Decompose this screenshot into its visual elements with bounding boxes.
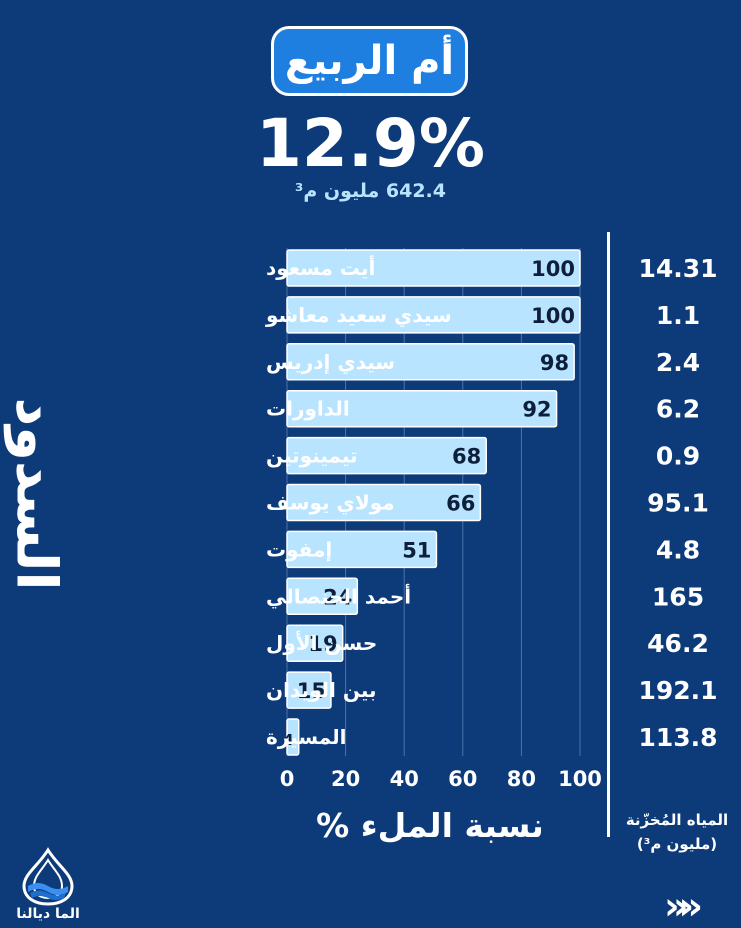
bar [286,671,332,709]
x-tick-label: 100 [558,767,602,791]
dam-name-label: حسن الأول [266,630,377,655]
stored-volume-value: 113.8 [638,723,717,752]
x-tick-label: 60 [448,767,477,791]
stored-volume-value: 95.1 [647,489,709,518]
x-tick-label: 0 [280,767,295,791]
dam-name-label: إمفوت [266,537,332,561]
x-axis-title: نسبة الملء % [316,806,544,845]
bar-value-label: 68 [452,445,481,469]
divider-line [607,232,610,837]
bar-value-label: 100 [531,257,575,281]
stored-volume-value: 14.31 [638,254,717,283]
bar [286,296,581,334]
stored-water-label: المياه المُخزّنة (مليون م³) [618,808,736,856]
stored-volume-value: 1.1 [656,301,700,330]
stored-volume-value: 46.2 [647,629,709,658]
dam-name-label: مولاي يوسف [266,491,395,516]
bar [286,530,438,569]
x-tick-label: 80 [507,767,536,791]
stored-volume-value: 192.1 [638,676,717,705]
double-chevron-icon: »» [664,884,703,928]
overall-volume: 642.4 مليون م³ [295,180,446,202]
stored-volume-value: 4.8 [656,535,700,564]
bar [286,483,482,522]
bar-value-label: 92 [522,398,551,422]
bar-value-label: 51 [402,538,431,562]
bar-value-label: 66 [446,492,475,516]
stored-volume-value: 6.2 [656,395,700,424]
bar-value-label: 24 [323,585,352,609]
stored-volume-value: 165 [652,582,704,611]
brand-name: الما ديالنا [16,906,80,922]
dam-name-label: المسيرة [266,725,347,749]
dam-name-label: أحمد الحنصالي [266,582,411,609]
bar-value-label: 19 [308,632,337,656]
stored-water-label-line1: المياه المُخزّنة [625,811,729,829]
stored-water-label-line2: (مليون م³) [636,835,718,853]
brand-logo: الما ديالنا [8,846,88,924]
bar [286,389,558,428]
dam-name-label: تيمينوتين [266,444,358,468]
water-drop-icon [22,847,74,906]
dam-name-label: سيدي إدريس [266,350,395,375]
bar [286,249,581,287]
bar [286,577,359,616]
x-tick-label: 20 [331,767,360,791]
bar-value-label: 4 [283,731,293,749]
bar [286,436,487,475]
overall-fill-rate: 12.9% [256,105,485,182]
bar [286,624,344,662]
stored-volume-value: 0.9 [656,442,700,471]
dam-name-label: بين الويدان [266,678,377,702]
bar [286,718,300,756]
basin-title: أم الربيع [271,26,468,96]
bar-value-label: 98 [540,351,569,375]
dam-name-label: أيت مسعود [266,254,375,280]
bar-value-label: 15 [297,679,326,703]
bar-value-label: 100 [531,304,575,328]
bar [286,343,575,381]
stored-volume-value: 2.4 [656,348,700,377]
x-tick-label: 40 [390,767,419,791]
dam-name-label: سيدي سعيد معاشو [265,303,452,328]
dam-name-label: الداورات [266,397,350,421]
